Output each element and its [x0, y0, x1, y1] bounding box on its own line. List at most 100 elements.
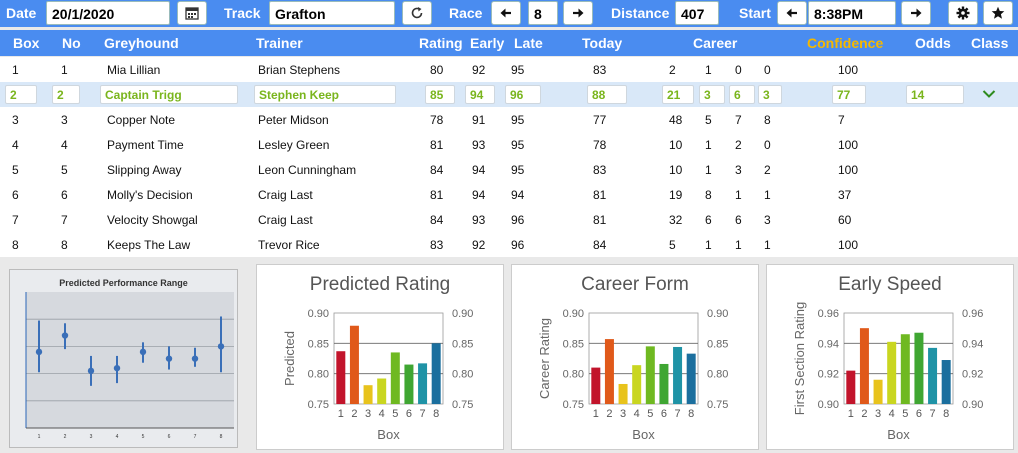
cell-c1: 2 [669, 63, 676, 77]
refresh-button[interactable] [402, 1, 432, 25]
track-field[interactable]: Grafton [269, 1, 395, 25]
start-prev-button[interactable] [777, 1, 807, 25]
x-tick-label: 4 [889, 408, 895, 420]
cell-odds[interactable]: 14 [906, 85, 964, 104]
calendar-button[interactable] [177, 1, 207, 25]
cell-c3[interactable]: 6 [729, 85, 755, 104]
runner-table: 1 1 Mia Lillian Brian Stephens 80 92 95 83 2 1 0 0 1… [0, 57, 1018, 257]
performance-range-chart[interactable]: Predicted Performance Range 1 2 3 4 5 6 7 8 [9, 269, 238, 448]
bar [859, 328, 869, 404]
refresh-icon [411, 7, 423, 19]
x-tick-label: 3 [90, 434, 93, 440]
col-odds[interactable]: Odds [915, 35, 951, 51]
bar [914, 332, 924, 404]
col-early[interactable]: Early [470, 35, 505, 51]
y-axis-label: Predicted [282, 331, 297, 386]
cell-c4[interactable]: 3 [758, 85, 782, 104]
bar [404, 364, 414, 404]
cell-today[interactable]: 88 [587, 85, 627, 104]
cell-greyhound: Slipping Away [107, 163, 182, 177]
cell-early[interactable]: 94 [465, 85, 495, 104]
cell-today: 77 [593, 113, 607, 127]
early-speed-title: Early Speed [838, 274, 942, 295]
cell-rating[interactable]: 85 [425, 85, 455, 104]
cell-c1: 5 [669, 238, 676, 252]
cell-c3: 3 [735, 163, 742, 177]
table-row[interactable]: 3 3 Copper Note Peter Midson 78 91 95 77 48 5 7 8 7 [0, 107, 1018, 132]
y-tick-label: 0.75 [563, 399, 584, 411]
cell-late: 95 [511, 138, 525, 152]
cell-c3: 7 [735, 113, 742, 127]
bar [618, 383, 628, 404]
col-no[interactable]: No [62, 35, 81, 51]
cell-c2[interactable]: 3 [699, 85, 725, 104]
performance-range-title: Predicted Performance Range [59, 278, 188, 288]
y-tick-label-right: 0.90 [962, 399, 983, 411]
col-rating[interactable]: Rating [419, 35, 463, 51]
start-next-button[interactable] [901, 1, 931, 25]
cell-greyhound[interactable]: Captain Trigg [100, 85, 238, 104]
cell-rating: 78 [430, 113, 444, 127]
bar [431, 343, 441, 404]
col-trainer[interactable]: Trainer [256, 35, 303, 51]
col-career[interactable]: Career [693, 35, 738, 51]
arrow-right-icon [911, 8, 922, 18]
cell-late[interactable]: 96 [505, 85, 541, 104]
cell-trainer[interactable]: Stephen Keep [254, 85, 396, 104]
table-row[interactable]: 6 6 Molly's Decision Craig Last 81 94 94 81 19 8 1… [0, 182, 1018, 207]
cell-early: 93 [472, 213, 486, 227]
col-late[interactable]: Late [514, 35, 543, 51]
settings-button[interactable] [948, 1, 978, 25]
cell-rating: 83 [430, 238, 444, 252]
race-next-button[interactable] [563, 1, 593, 25]
x-tick-label: 3 [875, 408, 881, 420]
table-row[interactable]: 8 8 Keeps The Law Trevor Rice 83 92 96 84 5 1 1 1 10… [0, 232, 1018, 257]
y-axis-label: Career Rating [537, 318, 552, 399]
cell-no[interactable]: 2 [52, 85, 80, 104]
cell-late: 95 [511, 63, 525, 77]
cell-c4: 3 [764, 213, 771, 227]
distance-field[interactable]: 407 [675, 1, 719, 25]
col-today[interactable]: Today [582, 35, 623, 51]
bar [686, 353, 696, 404]
table-row[interactable]: 1 1 Mia Lillian Brian Stephens 80 92 95 83 2 1 0 0 1… [0, 57, 1018, 82]
cell-no: 4 [61, 138, 68, 152]
table-row[interactable]: 2 2 Captain Trigg Stephen Keep 85 94 96 88 21 3 6 3… [0, 82, 1018, 107]
col-box[interactable]: Box [13, 35, 40, 51]
bar [846, 370, 856, 404]
cell-confidence[interactable]: 77 [832, 85, 866, 104]
range-point [35, 348, 43, 356]
cell-c3: 0 [735, 63, 742, 77]
y-axis-label: First Section Rating [792, 302, 807, 415]
col-greyhound[interactable]: Greyhound [104, 35, 179, 51]
cell-c4: 1 [764, 188, 771, 202]
y-tick-label-right: 0.80 [452, 369, 473, 381]
cell-box[interactable]: 2 [5, 85, 37, 104]
x-tick-label: 1 [38, 434, 41, 440]
race-label: Race [449, 5, 483, 21]
cell-trainer: Brian Stephens [258, 63, 341, 77]
table-row[interactable]: 4 4 Payment Time Lesley Green 81 93 95 78 10 1 2 0 1… [0, 132, 1018, 157]
bar [390, 352, 400, 404]
table-row[interactable]: 7 7 Velocity Showgal Craig Last 84 93 96 81 32 6 6… [0, 207, 1018, 232]
calendar-icon [185, 7, 199, 20]
col-confidence[interactable]: Confidence [807, 35, 884, 51]
chevron-down-icon[interactable] [982, 88, 996, 102]
cell-box: 3 [12, 113, 19, 127]
start-time-field[interactable]: 8:38PM [808, 1, 896, 25]
table-row[interactable]: 5 5 Slipping Away Leon Cunningham 84 94 95 83 10… [0, 157, 1018, 182]
x-tick-label: 5 [392, 408, 398, 420]
range-point [87, 367, 95, 375]
y-tick-label: 0.96 [818, 308, 839, 320]
x-tick-label: 1 [593, 408, 599, 420]
col-class[interactable]: Class [971, 35, 1009, 51]
cell-no: 1 [61, 63, 68, 77]
race-number-field[interactable]: 8 [528, 1, 558, 25]
race-prev-button[interactable] [491, 1, 521, 25]
favourite-button[interactable] [983, 1, 1013, 25]
cell-box: 7 [12, 213, 19, 227]
y-tick-label-right: 0.85 [707, 338, 728, 350]
date-field[interactable]: 20/1/2020 [46, 1, 170, 25]
cell-c1[interactable]: 21 [662, 85, 694, 104]
cell-early: 91 [472, 113, 486, 127]
